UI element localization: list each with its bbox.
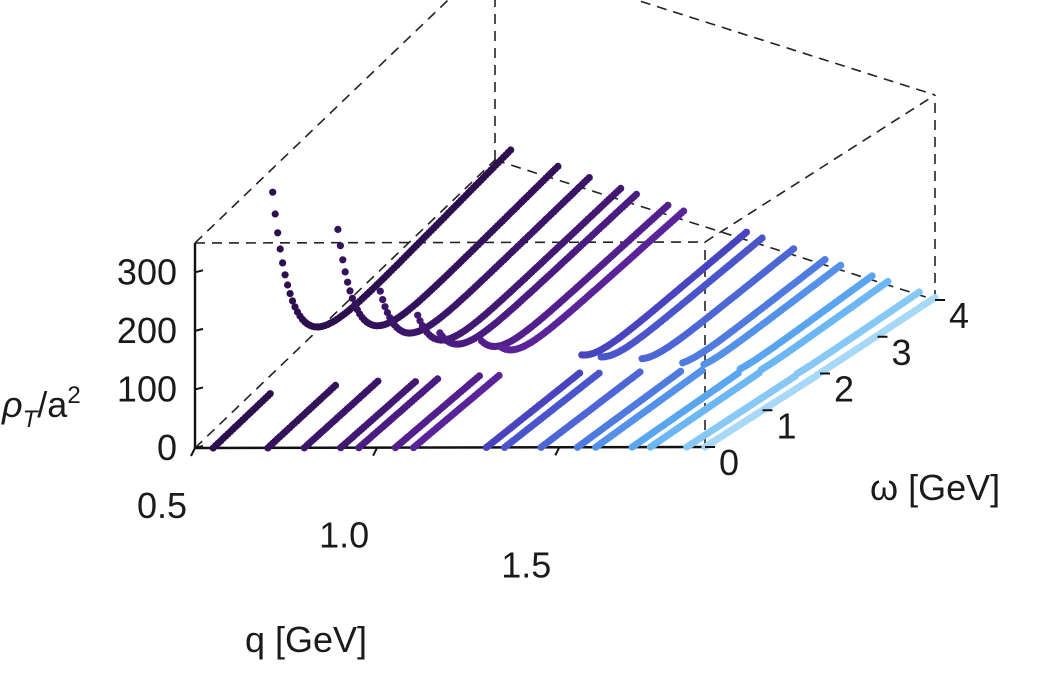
data-point: [507, 146, 515, 154]
series-6: [410, 207, 688, 452]
data-point: [617, 184, 625, 192]
data-point: [698, 366, 706, 374]
x-axis-label: q [GeV]: [245, 619, 367, 660]
data-point: [884, 277, 892, 286]
series-10: [573, 256, 829, 451]
z-tick-label: 100: [117, 368, 177, 409]
data-point: [790, 245, 798, 253]
data-point: [376, 287, 384, 295]
data-point: [576, 369, 584, 377]
series-11: [592, 261, 845, 451]
data-point: [632, 190, 641, 198]
data-point: [288, 297, 297, 305]
data-point: [585, 174, 593, 182]
data-point: [664, 201, 672, 209]
y-tick-label: 0: [719, 442, 739, 483]
data-point: [742, 228, 751, 236]
series-4: [355, 190, 641, 452]
axis-labels: q [GeV] ω [GeV] ρT/a2: [1, 382, 1000, 660]
data-point: [915, 288, 923, 296]
data-point: [411, 378, 419, 386]
data-point: [276, 245, 284, 253]
box-edge-left-top: [194, 0, 450, 244]
x-tick-label: 0.5: [137, 485, 187, 526]
data-point: [554, 162, 562, 170]
data-point: [381, 303, 389, 311]
x-tick-mark: [190, 447, 196, 457]
data-point: [495, 371, 503, 380]
x-tick-mark: [372, 447, 379, 457]
data-point: [331, 381, 340, 389]
x-tick-label: 1.5: [501, 544, 551, 585]
data-point: [680, 207, 688, 215]
y-tick-label: 2: [834, 369, 854, 410]
series-2: [300, 174, 593, 452]
series-5: [391, 201, 672, 452]
data-point: [266, 390, 274, 398]
series-8: [501, 234, 766, 451]
data-point: [341, 268, 349, 276]
data-point: [346, 287, 354, 295]
data-point: [344, 278, 352, 286]
data-point: [374, 377, 382, 385]
data-point: [636, 368, 644, 376]
box-edge-left-bottom: [194, 159, 496, 449]
data-point: [758, 234, 766, 242]
y-axis-label: ω [GeV]: [870, 467, 1000, 508]
data-point: [339, 256, 347, 264]
data-point: [821, 256, 829, 264]
z-axis-label: ρT/a2: [1, 382, 81, 433]
data-point: [279, 259, 287, 267]
box-edge-right-top: [704, 94, 936, 243]
box-edge-back-bottom: [494, 159, 936, 301]
x-tick-label: 1.0: [319, 515, 369, 556]
data-point: [281, 271, 289, 279]
series-12: [628, 272, 876, 451]
z-tick-mark: [194, 269, 204, 274]
series-group: [209, 146, 939, 452]
data-point: [269, 188, 277, 196]
z-tick-label: 300: [117, 251, 177, 292]
z-tick-mark: [194, 327, 204, 332]
data-point: [274, 229, 282, 237]
data-point: [379, 296, 387, 304]
series-14: [683, 288, 923, 451]
y-tick-label: 3: [892, 332, 912, 373]
data-point: [348, 294, 356, 302]
data-point: [868, 272, 876, 280]
z-tick-mark: [194, 445, 204, 449]
data-point: [677, 367, 685, 375]
z-tick-label: 0: [157, 427, 177, 468]
data-point: [475, 372, 483, 380]
series-1: [264, 162, 562, 452]
z-tick-label: 200: [117, 310, 177, 351]
data-point: [837, 261, 845, 269]
x-axis-line: [194, 445, 706, 450]
series-7: [482, 228, 751, 451]
series-13: [646, 277, 892, 451]
series-0: [209, 146, 515, 452]
data-point: [336, 242, 344, 250]
series-3: [337, 184, 625, 452]
y-tick-label: 1: [777, 405, 797, 446]
y-tick-label: 4: [949, 295, 969, 336]
data-point: [434, 375, 442, 383]
data-point: [334, 225, 342, 233]
z-tick-mark: [194, 386, 204, 391]
data-point: [286, 290, 294, 298]
series-9: [537, 245, 798, 451]
data-point: [271, 210, 279, 218]
data-point: [284, 281, 292, 289]
data-point: [595, 369, 603, 377]
box-edge-back-top: [633, 0, 936, 96]
x-tick-mark: [554, 446, 561, 456]
data-point: [414, 311, 422, 319]
box-edge-front-top: [194, 241, 706, 244]
